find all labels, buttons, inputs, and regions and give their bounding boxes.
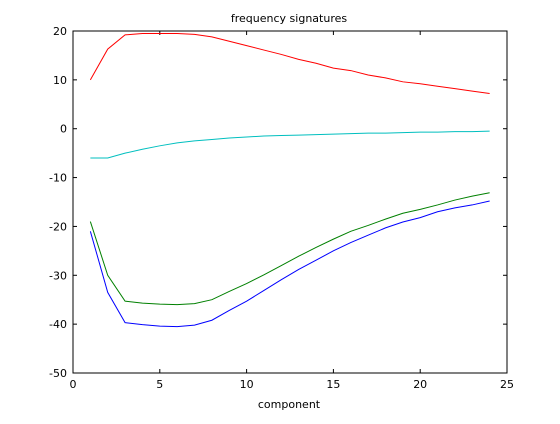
y-tick-label: 10 (53, 74, 67, 87)
y-tick-label: 20 (53, 25, 67, 38)
series-line-1 (89, 32, 490, 95)
y-tick-label: -20 (49, 220, 67, 233)
y-tick-label: -40 (49, 318, 67, 331)
x-tick-label: 25 (500, 378, 514, 391)
y-tick-label: -10 (49, 172, 67, 185)
x-tick-label: 15 (326, 378, 340, 391)
y-tick-label: -30 (49, 269, 67, 282)
x-tick-label: 20 (413, 378, 427, 391)
x-tick-label: 0 (70, 378, 77, 391)
series-line-3 (89, 192, 490, 306)
x-tick-label: 10 (240, 378, 254, 391)
chart-title: frequency signatures (231, 12, 347, 25)
y-tick-label: 0 (60, 123, 67, 136)
plot-area: 0 5 10 15 20 25 -50 -40 -30 -20 -10 0 10 20 (49, 25, 514, 391)
x-axis-label: component (258, 398, 321, 411)
axes-box (72, 30, 508, 374)
series-line-4 (89, 200, 490, 328)
x-tick-label: 5 (156, 378, 163, 391)
series-line-2 (90, 130, 490, 159)
y-tick-label: -50 (49, 367, 67, 380)
